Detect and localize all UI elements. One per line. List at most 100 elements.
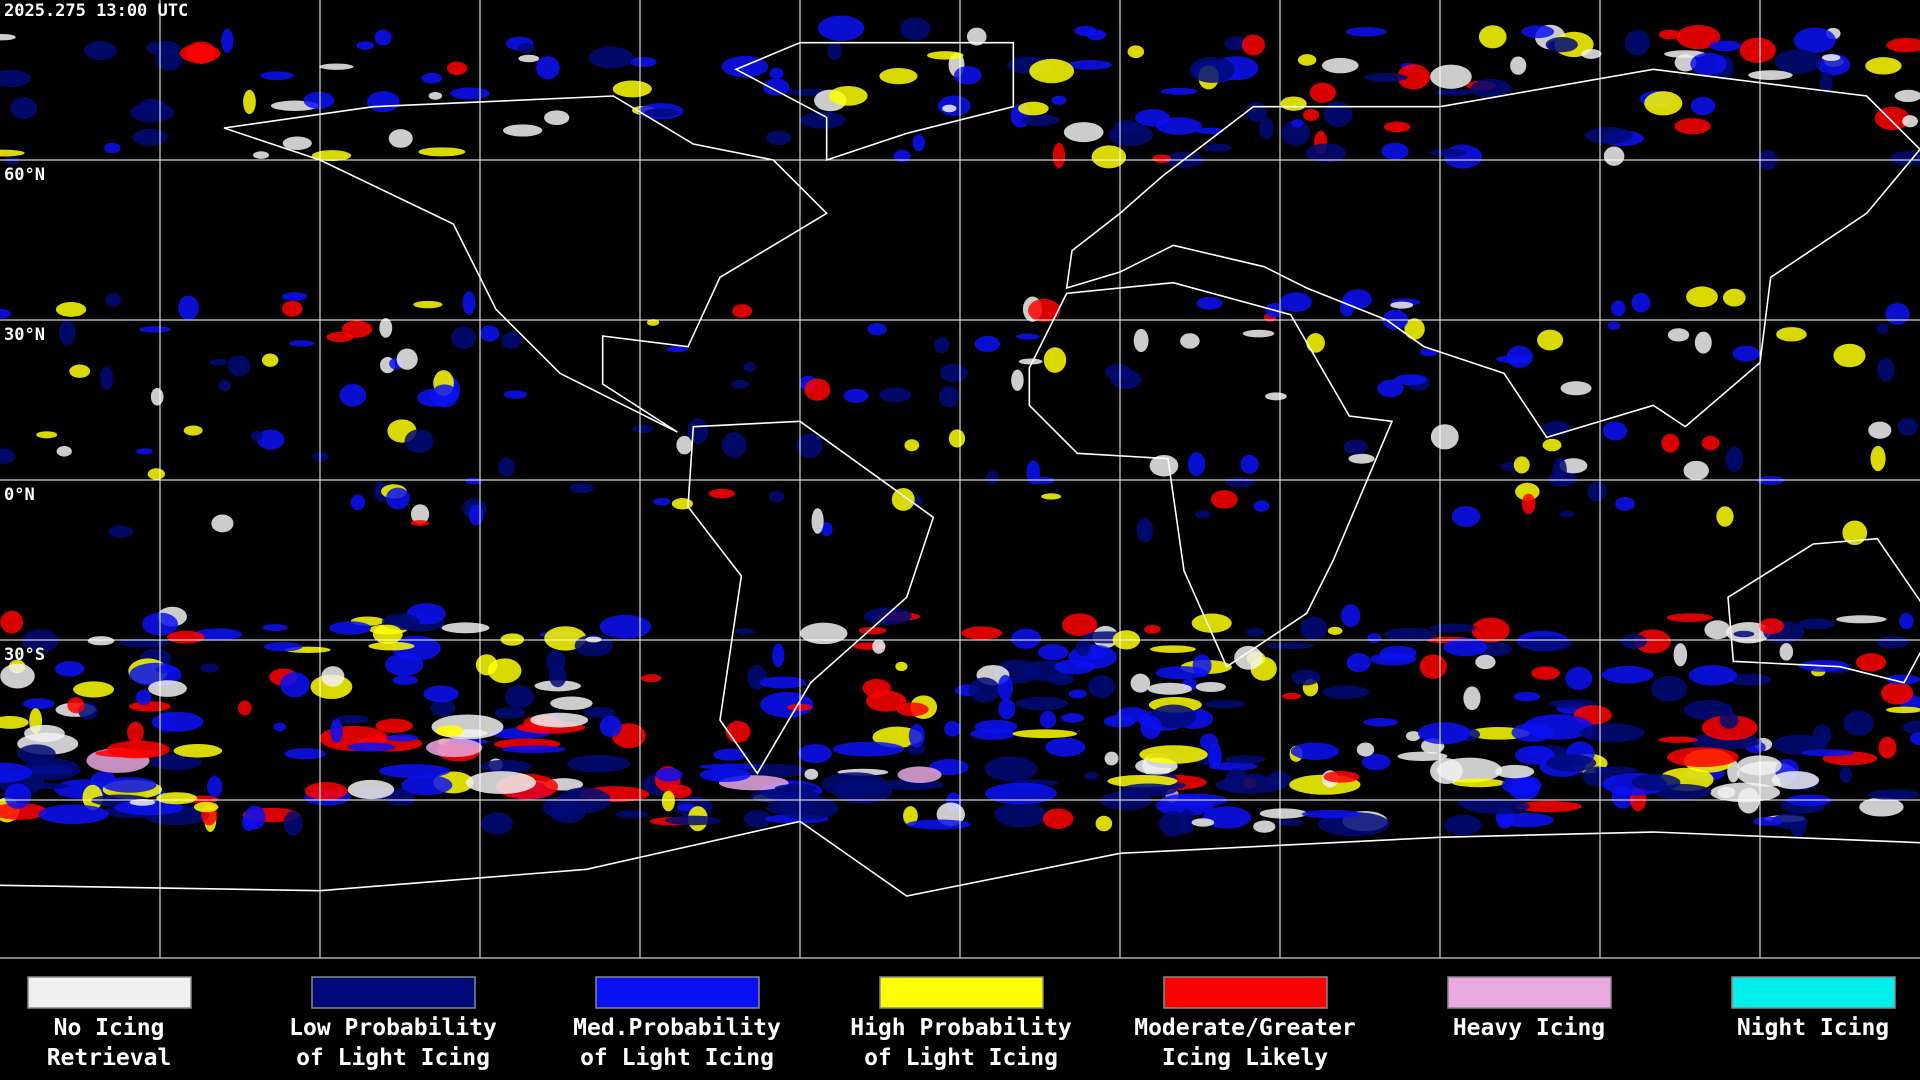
icing-patch <box>1709 40 1742 52</box>
icing-patch <box>769 67 784 80</box>
legend-swatch <box>1447 976 1612 1009</box>
icing-patch <box>1041 493 1062 500</box>
icing-patch <box>1361 753 1391 771</box>
icing-patch <box>95 749 164 758</box>
icing-patch <box>1430 64 1472 89</box>
icing-patch <box>1833 343 1866 368</box>
icing-patch <box>1047 673 1075 686</box>
icing-patch <box>1119 783 1177 797</box>
icing-patch <box>1878 736 1897 759</box>
icing-patch <box>1323 101 1353 127</box>
icing-patch <box>1771 813 1808 830</box>
icing-patch <box>1130 673 1151 693</box>
icing-patch <box>1370 652 1417 666</box>
icing-patch <box>1739 37 1776 63</box>
icing-patch <box>0 308 11 319</box>
icing-patch <box>904 439 920 452</box>
icing-patch <box>1242 329 1275 338</box>
legend-label: Heavy Icing <box>1453 1015 1605 1041</box>
icing-patch <box>260 71 294 81</box>
icing-patch <box>896 702 929 717</box>
icing-patch <box>105 293 122 307</box>
icing-patch <box>1463 686 1481 711</box>
icing-patch <box>1417 722 1471 745</box>
icing-patch <box>1397 64 1431 90</box>
icing-patch <box>676 435 693 455</box>
icing-patch <box>1160 87 1198 95</box>
icing-patch <box>1634 629 1671 654</box>
icing-patch <box>462 291 476 315</box>
icing-patch <box>1674 54 1697 72</box>
icing-patch <box>1397 751 1448 761</box>
icing-patch <box>1110 369 1142 390</box>
icing-patch <box>906 743 926 755</box>
icing-patch <box>329 621 372 635</box>
icing-patch <box>465 477 482 485</box>
icing-patch <box>1495 764 1535 779</box>
icing-patch <box>1195 510 1211 519</box>
icing-patch <box>1511 723 1554 742</box>
icing-patch <box>426 738 483 758</box>
icing-patch <box>1513 456 1530 474</box>
icing-patch <box>1095 815 1113 832</box>
icing-patch <box>374 29 392 46</box>
icing-patch <box>108 525 134 538</box>
icing-patch <box>974 335 1001 352</box>
icing-patch <box>550 696 593 710</box>
icing-patch <box>1717 786 1736 799</box>
icing-patch <box>372 624 403 644</box>
icing-patch <box>1208 742 1222 769</box>
icing-patch <box>386 734 419 742</box>
icing-patch <box>1356 742 1375 757</box>
icing-patch <box>150 388 164 406</box>
icing-patch <box>401 774 453 796</box>
icing-patch <box>319 63 354 70</box>
icing-patch <box>1045 737 1086 757</box>
icing-patch <box>585 636 602 643</box>
icing-patch <box>1203 806 1252 829</box>
icing-patch <box>155 49 183 71</box>
icing-patch <box>1732 345 1760 362</box>
icing-patch <box>1801 749 1855 757</box>
icing-patch <box>1343 439 1368 455</box>
icing-patch <box>1894 89 1920 103</box>
icing-patch <box>827 41 842 61</box>
icing-patch <box>1779 643 1794 661</box>
icing-patch <box>699 767 751 783</box>
icing-patch <box>1430 758 1463 785</box>
legend-label: Night Icing <box>1737 1015 1889 1041</box>
icing-patch <box>766 130 792 146</box>
icing-patch <box>1245 627 1265 637</box>
icing-patch <box>796 433 823 459</box>
icing-patch <box>1881 681 1914 705</box>
icing-patch <box>1836 615 1887 624</box>
icing-patch <box>1323 770 1360 783</box>
icing-patch <box>1510 56 1527 75</box>
icing-patch <box>762 78 790 96</box>
icing-patch <box>378 764 450 779</box>
legend-swatch <box>27 976 192 1009</box>
icing-patch <box>1140 715 1162 740</box>
icing-patch <box>1104 751 1119 766</box>
icing-patch <box>1051 95 1067 106</box>
icing-patch <box>1195 681 1226 693</box>
icing-patch <box>1443 638 1488 657</box>
icing-field <box>0 15 1920 838</box>
icing-patch <box>1011 369 1024 391</box>
icing-patch <box>69 364 91 378</box>
icing-patch <box>1673 643 1688 667</box>
icing-patch <box>24 724 65 743</box>
icing-patch <box>1246 101 1267 122</box>
icing-patch <box>428 91 443 100</box>
icing-patch <box>1843 710 1874 736</box>
icing-patch <box>194 628 243 641</box>
icing-patch <box>36 431 58 439</box>
icing-patch <box>1327 626 1343 635</box>
icing-patch <box>1038 644 1069 661</box>
icing-patch <box>1042 808 1074 829</box>
icing-patch <box>843 388 869 403</box>
legend-label: of Light Icing <box>296 1045 490 1071</box>
icing-patch <box>1753 816 1784 826</box>
icing-patch <box>1144 624 1161 634</box>
